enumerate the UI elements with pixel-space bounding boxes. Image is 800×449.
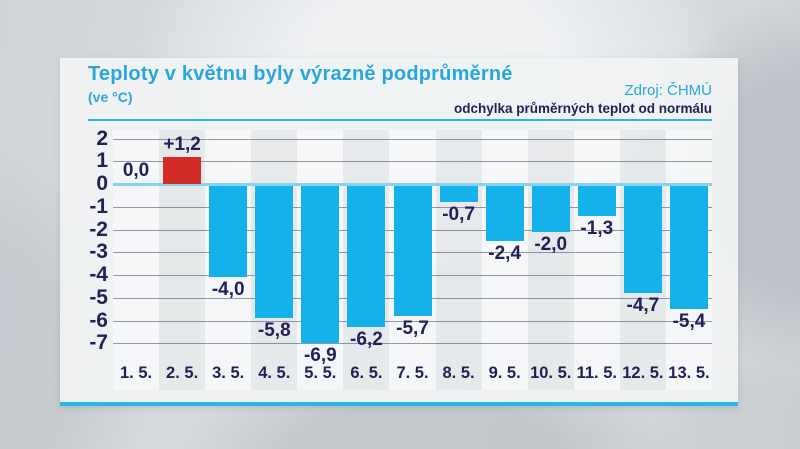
bar-value-label: -1,3 <box>580 217 614 239</box>
bar-value-label: +1,2 <box>163 133 201 155</box>
page-title: Teploty v květnu byly výrazně podprůměrn… <box>88 63 513 85</box>
column-stripe <box>435 130 482 390</box>
gridline <box>113 161 712 163</box>
y-tick-label: 1 <box>96 149 108 173</box>
bar-value-label: -2,0 <box>534 233 568 255</box>
source-label: Zdroj: ČHMÚ <box>624 82 712 99</box>
bar-value-label: -5,7 <box>396 317 429 339</box>
gridline <box>113 138 712 140</box>
zero-line <box>113 183 712 186</box>
bar <box>485 186 524 241</box>
x-tick-label: 9. 5. <box>488 364 521 382</box>
x-tick-label: 7. 5. <box>396 364 429 382</box>
x-tick-label: 11. 5. <box>576 364 617 382</box>
x-tick-label: 4. 5. <box>258 364 291 382</box>
y-tick-label: -1 <box>89 194 108 218</box>
bar <box>439 186 478 202</box>
bar <box>393 186 432 316</box>
header-divider <box>88 119 712 121</box>
x-tick-label: 1. 5. <box>119 364 153 382</box>
x-tick-label: 6. 5. <box>350 364 383 382</box>
bar <box>301 186 340 343</box>
x-tick-label: 2. 5. <box>166 364 199 382</box>
bar <box>255 186 294 318</box>
y-tick-label: -5 <box>89 285 108 309</box>
y-tick-label: -4 <box>89 263 108 286</box>
column-stripe <box>113 130 160 390</box>
bar-value-label: -6,9 <box>303 344 337 366</box>
x-tick-label: 13. 5. <box>668 364 710 382</box>
y-tick-label: -7 <box>89 331 108 355</box>
bar-value-label: -5,4 <box>672 310 706 332</box>
bar-value-label: -4,7 <box>626 294 660 316</box>
gridline <box>113 320 712 322</box>
y-tick-label: 0 <box>96 172 108 195</box>
chart-note: odchylka průměrných teplot od normálu <box>453 101 712 116</box>
bar-value-label: -6,2 <box>350 329 383 351</box>
unit-label: (ve °C) <box>88 89 133 105</box>
column-stripe <box>481 130 528 390</box>
bar-value-label: -0,7 <box>442 203 475 225</box>
x-tick-label: 3. 5. <box>212 364 245 382</box>
bar-value-label: -5,8 <box>257 319 291 341</box>
y-tick-label: -3 <box>89 240 108 264</box>
x-tick-label: 10. 5. <box>530 364 572 382</box>
gridline <box>113 343 712 345</box>
bar-value-label: -2,4 <box>488 242 522 264</box>
bar <box>163 156 202 184</box>
chart-panel: Teploty v květnu byly výrazně podprůměrn… <box>60 58 738 406</box>
x-tick-label: 5. 5. <box>304 364 337 382</box>
bar-value-label: -4,0 <box>211 279 245 300</box>
column-stripe <box>573 130 620 390</box>
bar-chart: 2 1 0 -1 -2 -3 -4 -5 -6 -7 0,0 1. 5. +1,2 2. 5. -4,0 3.… <box>60 58 738 406</box>
x-tick-label: 8. 5. <box>442 364 475 382</box>
bar <box>669 186 708 309</box>
bar-value-label: 0,0 <box>122 160 150 181</box>
y-tick-label: 2 <box>96 126 108 150</box>
bar <box>531 186 570 232</box>
y-tick-label: -6 <box>89 308 108 332</box>
bar <box>623 186 662 293</box>
bar <box>209 186 248 277</box>
bar <box>347 186 386 328</box>
y-tick-label: -2 <box>89 217 108 241</box>
column-stripe <box>527 130 574 390</box>
bar <box>577 186 616 216</box>
x-tick-label: 12. 5. <box>622 364 664 382</box>
